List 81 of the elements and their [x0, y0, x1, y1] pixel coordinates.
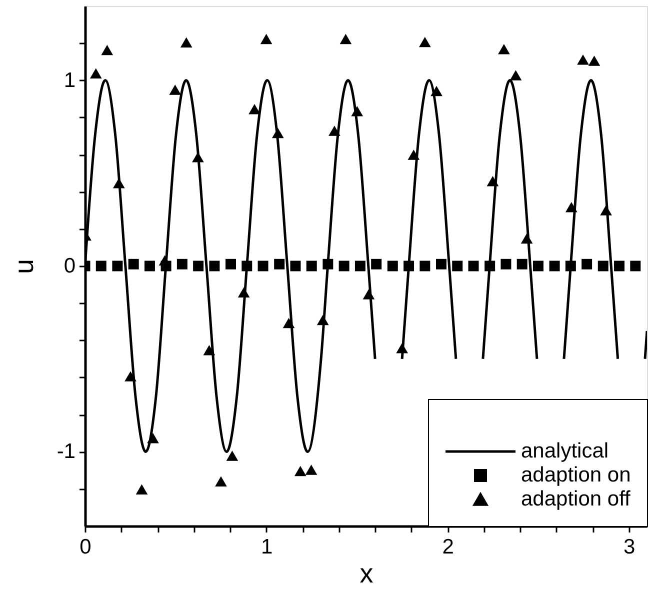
point — [101, 44, 114, 56]
legend-label: adaption on — [521, 464, 631, 486]
y-axis-title: u — [8, 258, 39, 274]
y-tick-label: 1 — [64, 68, 76, 92]
point — [203, 345, 216, 356]
point — [387, 260, 398, 272]
point — [498, 44, 510, 54]
point — [549, 260, 560, 272]
point — [209, 260, 220, 272]
point — [274, 258, 285, 270]
x-tick-label: 1 — [260, 536, 273, 558]
point — [144, 260, 155, 272]
point — [226, 258, 236, 270]
point — [371, 258, 382, 270]
y-tick-label: -1 — [56, 440, 76, 464]
point — [588, 56, 600, 66]
point — [354, 260, 366, 272]
point — [260, 34, 272, 44]
point — [582, 258, 592, 270]
point — [147, 433, 159, 444]
point — [248, 104, 260, 114]
point — [128, 258, 139, 270]
point — [226, 450, 238, 461]
point — [468, 260, 479, 272]
point — [436, 258, 446, 270]
point — [322, 258, 334, 270]
point — [290, 260, 301, 272]
point — [258, 260, 268, 272]
x-tick-label: 2 — [442, 536, 454, 558]
point — [614, 260, 625, 272]
point — [90, 68, 102, 79]
point — [193, 260, 204, 272]
point — [630, 260, 641, 272]
point — [486, 176, 499, 186]
point — [316, 314, 329, 326]
point — [192, 152, 204, 162]
point — [242, 260, 252, 272]
point — [452, 260, 463, 272]
x-axis-title: x — [360, 558, 374, 588]
point — [112, 178, 125, 188]
point — [565, 260, 576, 272]
point — [112, 260, 123, 272]
point — [306, 260, 317, 272]
point — [282, 318, 295, 328]
point — [430, 86, 442, 96]
point — [408, 150, 420, 160]
point — [176, 258, 188, 270]
point — [96, 260, 106, 272]
point — [136, 484, 148, 495]
point — [598, 260, 608, 272]
point — [404, 260, 414, 272]
point — [169, 84, 182, 95]
point — [338, 260, 350, 272]
legend-label: adaption off — [521, 488, 631, 510]
point — [600, 205, 612, 216]
point — [520, 233, 533, 244]
point — [294, 466, 306, 476]
point — [500, 258, 512, 270]
point — [238, 287, 250, 298]
x-tick-label: 3 — [624, 536, 636, 558]
point — [510, 70, 522, 80]
point — [328, 126, 340, 136]
point — [484, 260, 496, 272]
point — [362, 289, 375, 300]
point — [565, 202, 578, 212]
y-tick-label: 0 — [64, 254, 76, 278]
point — [215, 476, 227, 487]
legend-label: analytical — [521, 440, 609, 462]
point — [272, 128, 284, 138]
point — [124, 371, 136, 382]
point — [420, 260, 430, 272]
point — [577, 54, 589, 65]
point — [351, 106, 364, 116]
point — [532, 260, 544, 272]
point — [419, 36, 431, 48]
point — [396, 342, 408, 354]
point — [516, 258, 528, 270]
point — [340, 34, 352, 44]
x-tick-label: 0 — [80, 536, 92, 558]
point — [180, 37, 192, 48]
point — [305, 464, 318, 475]
